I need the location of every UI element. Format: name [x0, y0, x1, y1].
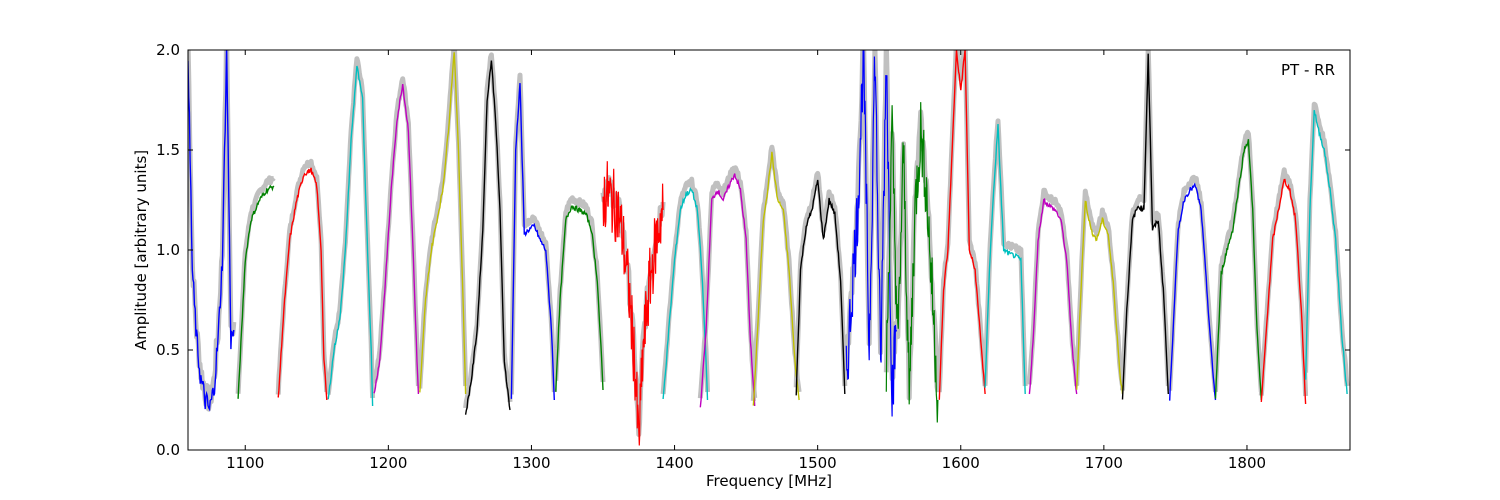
series-line-5	[373, 84, 420, 395]
series-line-19	[1028, 197, 1078, 395]
background-trace-14	[793, 170, 848, 388]
y-tick-label: 1.0	[156, 241, 180, 259]
x-tick-label: 1600	[942, 454, 980, 472]
annotation-label: PT - RR	[1281, 61, 1335, 79]
series-line-1	[188, 50, 235, 412]
series-layer	[188, 50, 1350, 446]
series-line-18	[984, 123, 1026, 395]
series-line-15	[845, 50, 897, 417]
series-line-11	[662, 186, 709, 401]
x-tick-label: 1300	[512, 454, 550, 472]
series-line-9	[555, 205, 604, 392]
ticks-layer: 1100 1200 1300 1400 1500 1600 1700 1800 0.0 0.5 1.…	[156, 41, 1350, 472]
y-tick-label: 1.5	[156, 141, 180, 159]
y-axis-label: Amplitude [arbitrary units]	[132, 150, 150, 350]
y-tick-label: 2.0	[156, 41, 180, 59]
x-tick-label: 1200	[369, 454, 407, 472]
series-line-16	[885, 102, 939, 423]
series-line-2	[237, 184, 275, 399]
y-tick-label: 0.5	[156, 341, 180, 359]
series-line-25	[1304, 109, 1348, 395]
x-tick-label: 1700	[1085, 454, 1123, 472]
series-line-20	[1076, 200, 1124, 395]
series-line-13	[752, 151, 800, 406]
x-tick-label: 1400	[655, 454, 693, 472]
series-line-6	[419, 52, 467, 395]
series-line-10	[602, 161, 664, 446]
series-line-3	[277, 167, 328, 401]
series-line-7	[464, 60, 511, 415]
series-line-14	[795, 179, 846, 396]
x-tick-label: 1500	[799, 454, 837, 472]
series-line-8	[510, 83, 555, 401]
series-line-4	[327, 65, 374, 407]
series-line-12	[699, 173, 756, 408]
series-line-22	[1169, 182, 1217, 401]
x-tick-label: 1800	[1228, 454, 1266, 472]
plot-area	[188, 50, 1350, 450]
x-tick-label: 1100	[226, 454, 264, 472]
series-line-21	[1121, 53, 1169, 400]
x-axis-label: Frequency [MHz]	[706, 472, 832, 490]
series-line-17	[938, 50, 986, 400]
series-line-23	[1214, 139, 1262, 401]
y-tick-label: 0.0	[156, 441, 180, 459]
series-line-24	[1260, 178, 1307, 405]
